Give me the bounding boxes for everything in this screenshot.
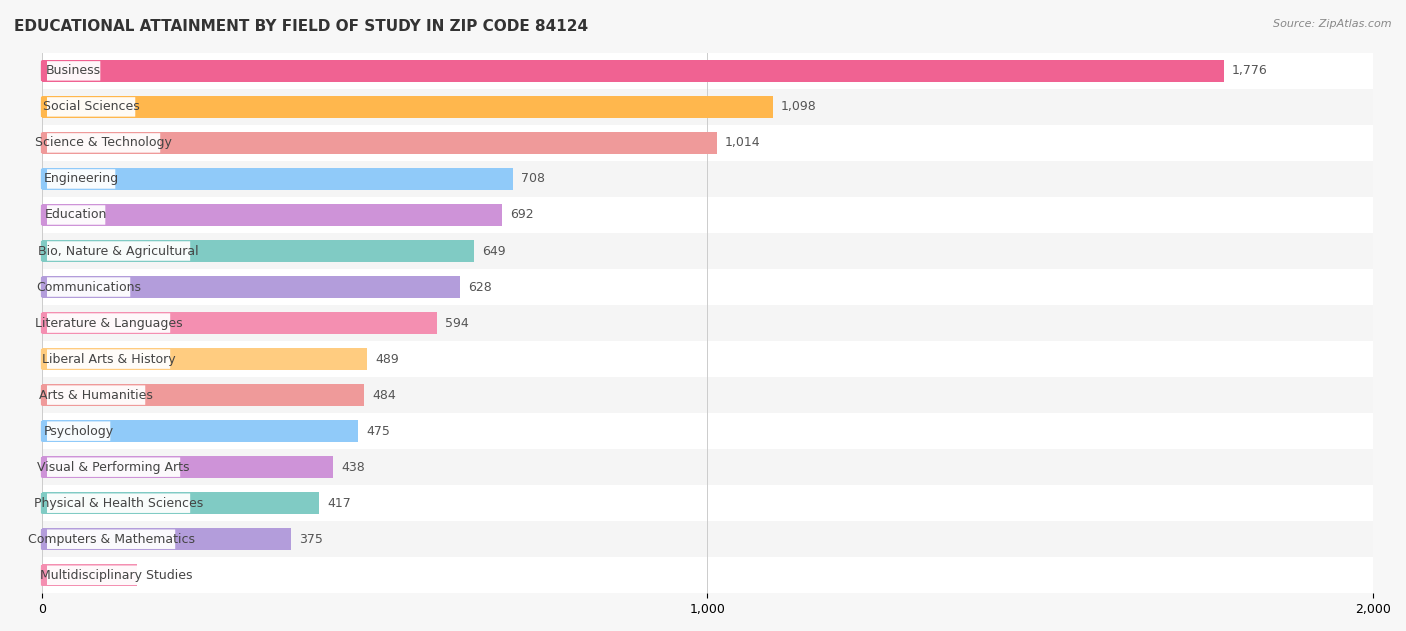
Text: 417: 417 [328, 497, 352, 510]
Bar [42, 305, 1374, 341]
Bar [42, 384, 364, 406]
Text: Visual & Performing Arts: Visual & Performing Arts [38, 461, 190, 474]
Text: 1,776: 1,776 [1232, 64, 1268, 78]
Bar [42, 557, 1374, 593]
Bar [42, 341, 1374, 377]
Text: 438: 438 [342, 461, 366, 474]
FancyBboxPatch shape [46, 205, 105, 225]
Bar [42, 276, 460, 298]
Text: Liberal Arts & History: Liberal Arts & History [42, 353, 176, 365]
FancyBboxPatch shape [46, 565, 186, 585]
Text: Source: ZipAtlas.com: Source: ZipAtlas.com [1274, 19, 1392, 29]
Text: 143: 143 [145, 569, 169, 582]
Text: 594: 594 [446, 317, 468, 329]
Bar [42, 168, 513, 190]
Bar [42, 197, 1374, 233]
Text: Physical & Health Sciences: Physical & Health Sciences [34, 497, 204, 510]
FancyBboxPatch shape [46, 314, 170, 333]
Bar [42, 521, 1374, 557]
Bar [42, 377, 1374, 413]
FancyBboxPatch shape [46, 529, 176, 549]
Text: Education: Education [45, 208, 107, 221]
FancyBboxPatch shape [46, 169, 115, 189]
Bar [42, 456, 333, 478]
Text: Literature & Languages: Literature & Languages [35, 317, 183, 329]
Bar [42, 161, 1374, 197]
Text: Psychology: Psychology [44, 425, 114, 438]
Bar [42, 420, 359, 442]
Bar [42, 204, 502, 226]
Bar [42, 96, 773, 118]
Text: Bio, Nature & Agricultural: Bio, Nature & Agricultural [38, 245, 198, 257]
Text: Social Sciences: Social Sciences [42, 100, 139, 114]
Bar [42, 449, 1374, 485]
FancyBboxPatch shape [46, 422, 110, 441]
Text: 375: 375 [299, 533, 323, 546]
Text: Multidisciplinary Studies: Multidisciplinary Studies [39, 569, 193, 582]
Text: 475: 475 [366, 425, 389, 438]
Text: 1,014: 1,014 [724, 136, 761, 150]
Text: Business: Business [46, 64, 101, 78]
Bar [42, 233, 1374, 269]
FancyBboxPatch shape [46, 457, 180, 477]
Text: Science & Technology: Science & Technology [35, 136, 172, 150]
Bar [42, 269, 1374, 305]
Bar [42, 413, 1374, 449]
FancyBboxPatch shape [46, 133, 160, 153]
Bar [42, 240, 474, 262]
Bar [42, 125, 1374, 161]
Text: Engineering: Engineering [44, 172, 118, 186]
Text: 489: 489 [375, 353, 399, 365]
FancyBboxPatch shape [46, 61, 100, 81]
Bar [42, 348, 367, 370]
Bar [42, 132, 717, 154]
Bar [42, 312, 437, 334]
Bar [42, 492, 319, 514]
Bar [42, 564, 136, 586]
Text: EDUCATIONAL ATTAINMENT BY FIELD OF STUDY IN ZIP CODE 84124: EDUCATIONAL ATTAINMENT BY FIELD OF STUDY… [14, 19, 588, 34]
Text: Computers & Mathematics: Computers & Mathematics [28, 533, 194, 546]
FancyBboxPatch shape [46, 97, 135, 117]
Bar [42, 53, 1374, 89]
Text: 628: 628 [468, 281, 492, 293]
FancyBboxPatch shape [46, 241, 190, 261]
Text: 692: 692 [510, 208, 534, 221]
Text: 649: 649 [482, 245, 505, 257]
FancyBboxPatch shape [46, 386, 145, 405]
Text: 1,098: 1,098 [780, 100, 817, 114]
Bar [42, 485, 1374, 521]
Text: 708: 708 [522, 172, 546, 186]
Bar [42, 528, 291, 550]
FancyBboxPatch shape [46, 493, 190, 513]
FancyBboxPatch shape [46, 277, 131, 297]
Text: 484: 484 [371, 389, 395, 401]
Bar [42, 60, 1225, 82]
Text: Communications: Communications [37, 281, 141, 293]
FancyBboxPatch shape [46, 350, 170, 369]
Bar [42, 89, 1374, 125]
Text: Arts & Humanities: Arts & Humanities [39, 389, 153, 401]
